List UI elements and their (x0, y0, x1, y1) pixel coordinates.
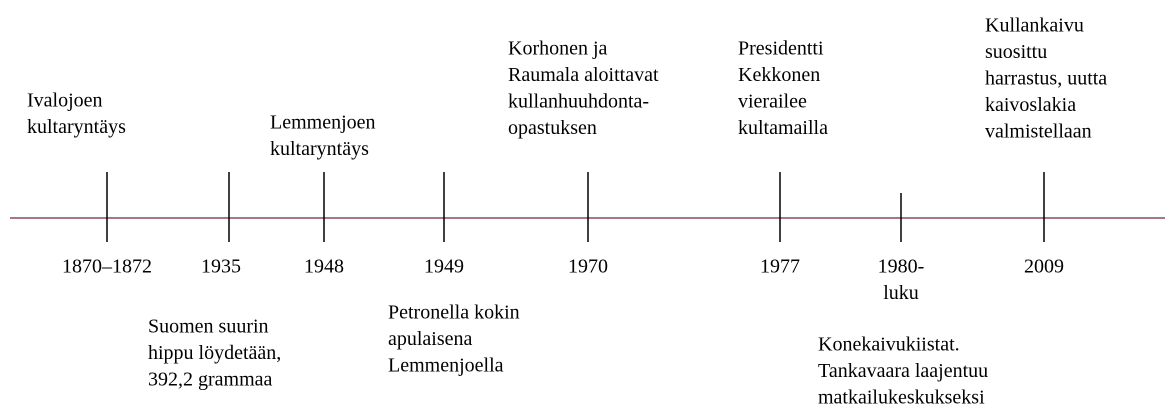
event-description: opastuksen (508, 117, 597, 139)
event-description: 392,2 grammaa (148, 369, 273, 391)
event-description: apulaisena (388, 328, 473, 350)
event-description: harrastus, uutta (985, 68, 1107, 90)
event-description: Lemmenjoen (270, 112, 376, 134)
date-label: luku (883, 282, 919, 304)
date-label: 1970 (568, 256, 608, 278)
event-description: hippu löydetään, (148, 342, 281, 364)
event-description: matkailukeskukseksi (818, 387, 985, 408)
date-label: 1977 (760, 256, 800, 278)
event-description: Petronella kokin (388, 302, 520, 324)
event-description: Tankavaara laajentuu (818, 360, 988, 382)
event-description: Ivalojoen (27, 90, 103, 112)
event-description: Konekaivukiistat. (818, 334, 960, 356)
event-description: Raumala aloittavat (508, 64, 659, 86)
event-description: Kekkonen (738, 64, 820, 86)
date-label: 1949 (424, 256, 464, 278)
event-description: Lemmenjoella (388, 355, 504, 377)
event-description: suosittu (985, 41, 1047, 63)
event-description: kultamailla (738, 117, 828, 139)
date-label: 1870–1872 (62, 256, 152, 278)
event-description: Korhonen ja (508, 38, 608, 60)
event-description: kultaryntäys (27, 116, 126, 138)
event-description: kultaryntäys (270, 138, 369, 160)
date-label: 1948 (304, 256, 344, 278)
date-label: 2009 (1024, 256, 1064, 278)
date-label: 1980- (878, 256, 925, 278)
event-description: vierailee (738, 91, 807, 113)
event-description: Suomen suurin (148, 316, 269, 338)
event-description: Presidentti (738, 38, 824, 60)
event-description: valmistellaan (985, 121, 1092, 143)
date-label: 1935 (201, 256, 241, 278)
event-description: kullanhuuhdonta- (508, 91, 649, 113)
event-description: Kullankaivu (985, 15, 1084, 37)
event-description: kaivoslakia (985, 94, 1076, 116)
